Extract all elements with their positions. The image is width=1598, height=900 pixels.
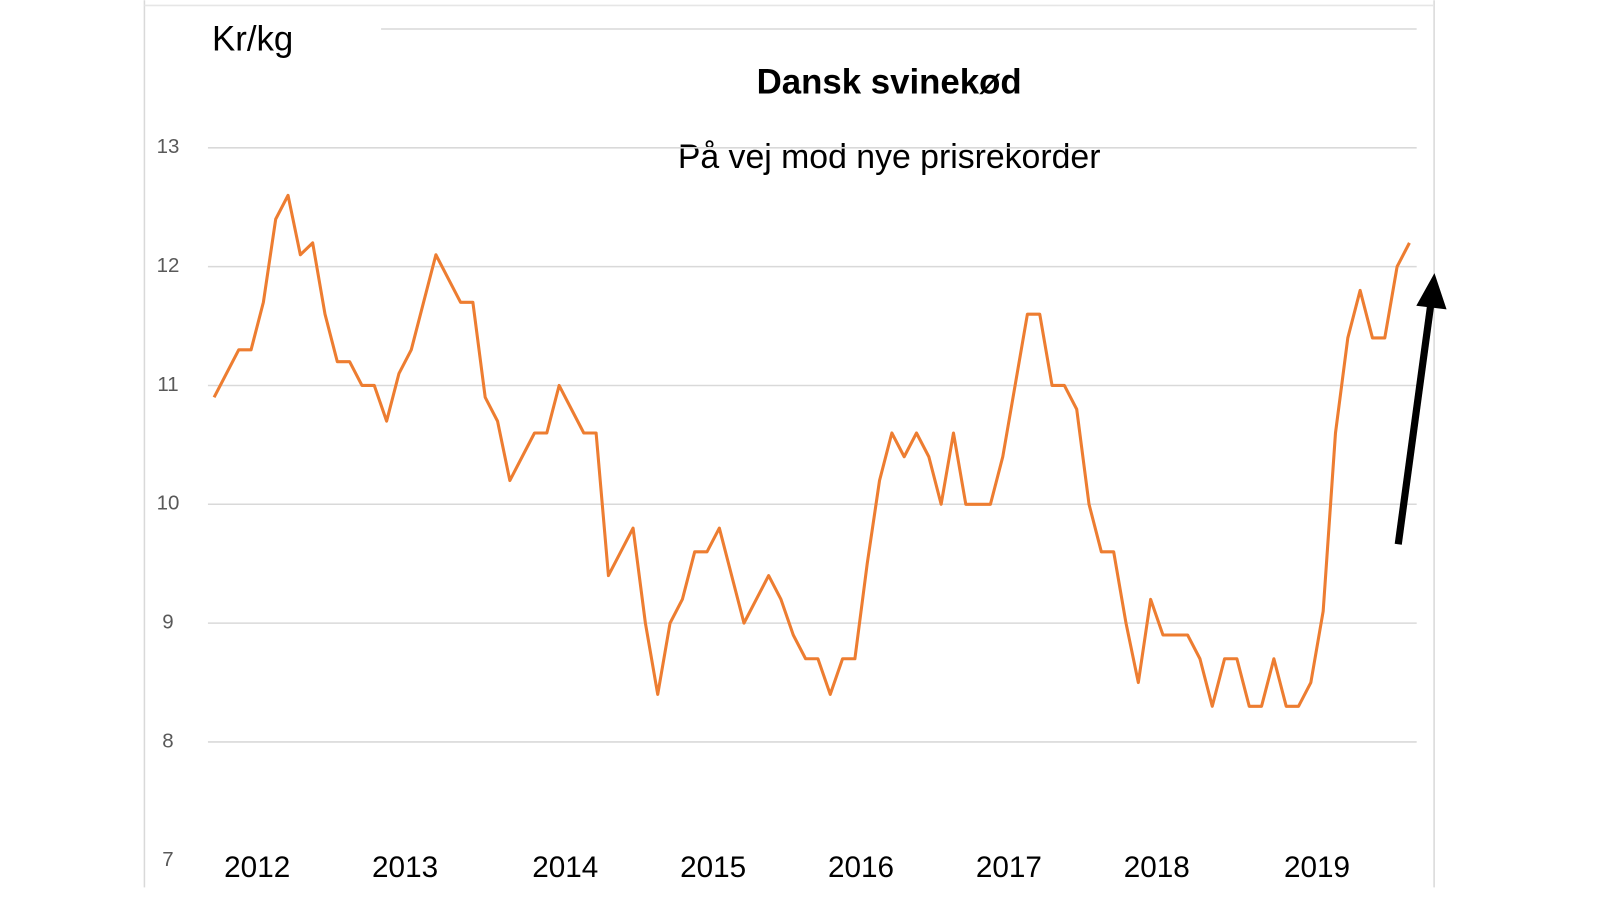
x-tick-label: 2015 — [680, 851, 746, 884]
plot-area: 7 8 9 10 11 12 13 2012 2013 2014 2015 2016 2017 2018 2… — [157, 28, 1417, 884]
y-tick-label: 12 — [157, 254, 180, 277]
y-tick-label: 13 — [157, 135, 180, 158]
y-tick-label: 10 — [157, 492, 180, 515]
trend-arrow-shaft — [1394, 302, 1435, 545]
x-tick-label: 2013 — [372, 851, 438, 884]
y-tick-label: 11 — [157, 373, 178, 396]
chart-title: Dansk svinekød — [757, 63, 1022, 102]
chart-subtitle: På vej mod nye prisrekorder — [678, 138, 1101, 176]
label-backdrop — [153, 8, 380, 70]
price-line — [212, 193, 1411, 708]
x-tick-label: 2016 — [828, 851, 894, 884]
y-tick-label: 9 — [162, 611, 173, 634]
trend-arrow-head — [1416, 273, 1447, 310]
x-tick-label: 2017 — [976, 851, 1042, 884]
y-tick-label: 8 — [162, 729, 173, 752]
y-axis-label: Kr/kg — [212, 19, 293, 58]
x-tick-label: 2019 — [1284, 851, 1350, 884]
x-tick-label: 2012 — [224, 851, 290, 884]
x-tick-label: 2014 — [532, 851, 598, 884]
y-tick-label: 7 — [162, 848, 173, 871]
x-tick-label: 2018 — [1124, 851, 1190, 884]
